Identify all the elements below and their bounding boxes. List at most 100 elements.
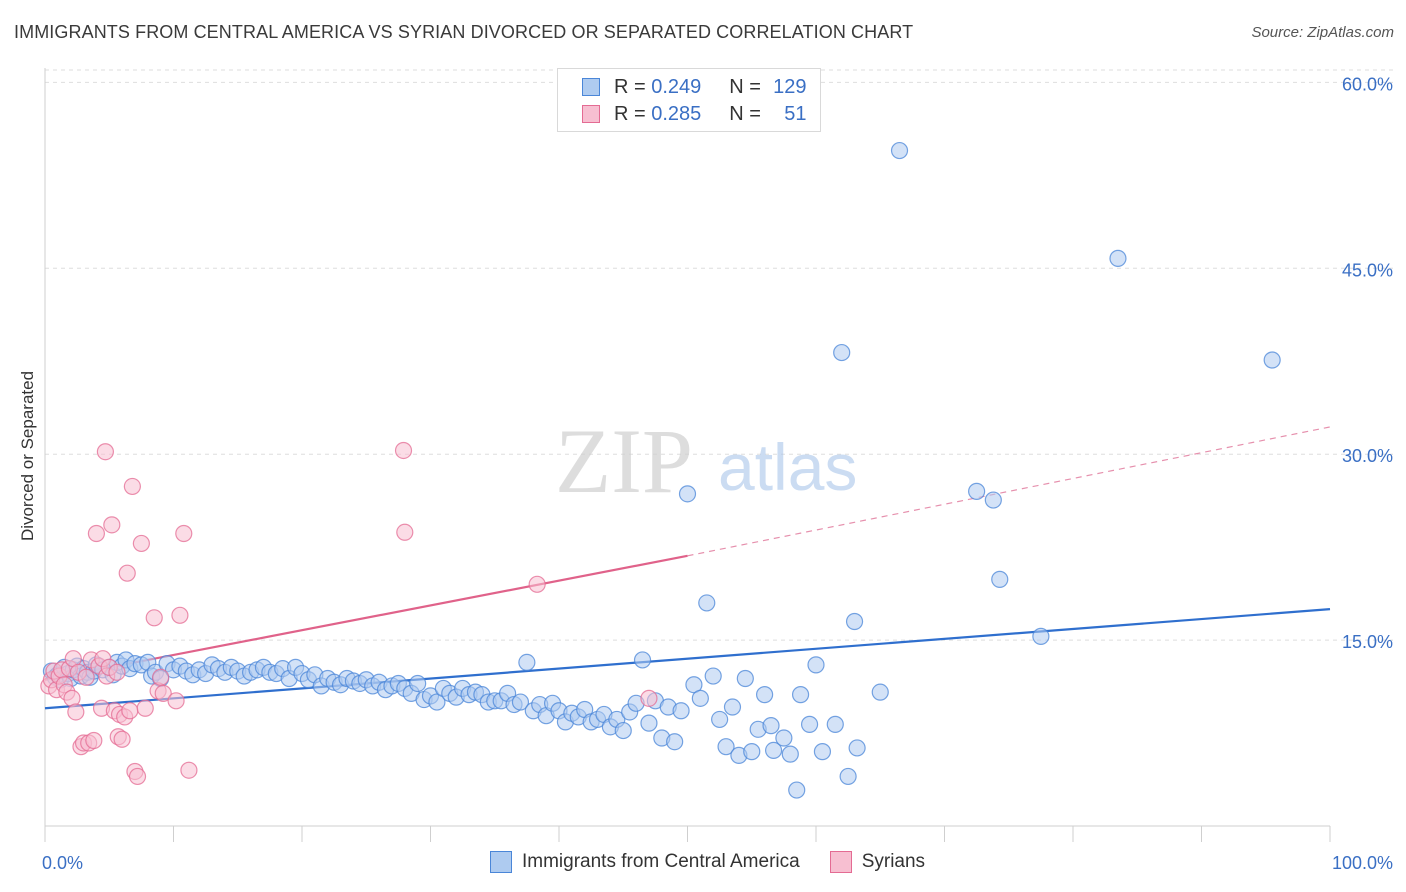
legend-r-value: 0.285 [651, 102, 702, 125]
point-central-america [672, 702, 690, 720]
point-syrians [528, 575, 546, 593]
legend-r-label: R = [614, 102, 646, 125]
point-central-america [678, 485, 697, 503]
point-central-america [736, 669, 754, 688]
point-syrians [152, 668, 170, 686]
point-central-america [890, 141, 909, 160]
axis-labels: 15.0% 30.0% 45.0% 60.0% 0.0% 100.0% [42, 74, 1393, 873]
legend-label-syrians: Syrians [861, 851, 926, 872]
trend-line-central-america [44, 608, 1331, 710]
y-tick-label: 15.0% [1342, 632, 1393, 652]
point-syrians [121, 702, 139, 720]
y-tick-label: 30.0% [1342, 446, 1393, 466]
point-syrians [396, 523, 414, 541]
point-syrians [103, 516, 121, 534]
point-syrians [171, 606, 189, 624]
point-central-america [1032, 627, 1050, 645]
legend-r-label: R = [614, 75, 646, 98]
axes [44, 68, 1331, 842]
point-central-america [1263, 351, 1281, 369]
legend-swatch-central-america [490, 851, 512, 873]
legend-swatch-blue [582, 78, 600, 96]
point-central-america [781, 745, 799, 763]
legend-row-central-america: R = 0.249 N = 129 [582, 74, 807, 100]
grid-lines [45, 69, 1395, 641]
point-central-america [409, 674, 427, 693]
legend-n-label: N = [729, 75, 761, 98]
point-central-america [511, 693, 530, 711]
legend-row-syrians: R = 0.285 N = 51 [582, 101, 807, 127]
point-central-america [991, 570, 1009, 588]
point-syrians [154, 684, 172, 702]
point-central-america [839, 767, 857, 786]
legend-label-central-america: Immigrants from Central America [522, 851, 800, 872]
legend-n-value: 129 [773, 75, 807, 98]
point-syrians [77, 668, 95, 686]
point-syrians [175, 524, 193, 543]
point-central-america [640, 714, 658, 732]
point-central-america [755, 686, 774, 704]
point-central-america [743, 743, 761, 761]
point-syrians [87, 524, 106, 543]
point-central-america [723, 698, 742, 716]
y-axis-label: Divorced or Separated [18, 371, 37, 541]
legend-swatch-pink [582, 105, 600, 123]
point-central-america [791, 686, 810, 704]
point-central-america [1109, 249, 1127, 267]
point-syrians [128, 767, 147, 786]
point-central-america [704, 667, 722, 685]
series-legend: Immigrants from Central America Syrians [490, 851, 925, 873]
legend-swatch-syrians [829, 851, 852, 873]
point-syrians [67, 703, 85, 721]
point-central-america [788, 781, 806, 799]
point-central-america [775, 729, 793, 747]
point-central-america [807, 656, 825, 674]
point-syrians [145, 609, 163, 627]
watermark-zip: ZIP [555, 410, 693, 512]
point-central-america [666, 733, 684, 751]
stats-legend: R = 0.249 N = 129 R = 0.285 N = 51 [557, 68, 821, 132]
legend-n-label: N = [729, 102, 761, 125]
x-tick-label: 0.0% [42, 853, 83, 873]
point-syrians [132, 534, 150, 553]
point-syrians [394, 441, 413, 460]
point-syrians [96, 443, 114, 461]
point-central-america [711, 710, 729, 729]
point-syrians [136, 699, 154, 717]
point-central-america [800, 715, 819, 733]
point-syrians [85, 731, 103, 750]
watermark-atlas: atlas [718, 430, 857, 504]
point-central-america [764, 741, 783, 760]
point-syrians [180, 761, 198, 779]
point-central-america [848, 739, 866, 757]
point-central-america [762, 717, 780, 735]
point-central-america [833, 343, 851, 362]
legend-n-value: 51 [784, 102, 807, 125]
point-central-america [968, 482, 986, 500]
point-central-america [871, 683, 889, 701]
point-syrians [118, 564, 136, 582]
point-central-america [691, 689, 709, 707]
legend-r-value: 0.249 [651, 75, 702, 98]
data-points [40, 141, 1281, 799]
point-syrians [113, 730, 131, 748]
point-central-america [614, 721, 632, 740]
chart-title: IMMIGRANTS FROM CENTRAL AMERICA VS SYRIA… [14, 22, 914, 42]
point-syrians [108, 663, 126, 681]
point-central-america [845, 612, 864, 631]
y-tick-label: 45.0% [1342, 260, 1393, 280]
point-central-america [813, 743, 832, 761]
point-syrians [123, 477, 141, 496]
point-central-america [698, 594, 716, 612]
point-central-america [717, 738, 735, 756]
point-syrians [640, 689, 658, 707]
point-central-america [518, 653, 536, 672]
y-tick-label: 60.0% [1342, 74, 1393, 94]
watermark: ZIP atlas [555, 410, 857, 512]
point-syrians [167, 692, 185, 710]
x-tick-label: 100.0% [1332, 853, 1393, 873]
point-central-america [633, 651, 652, 669]
point-central-america [984, 491, 1002, 509]
source-label: Source: ZipAtlas.com [1251, 24, 1394, 41]
